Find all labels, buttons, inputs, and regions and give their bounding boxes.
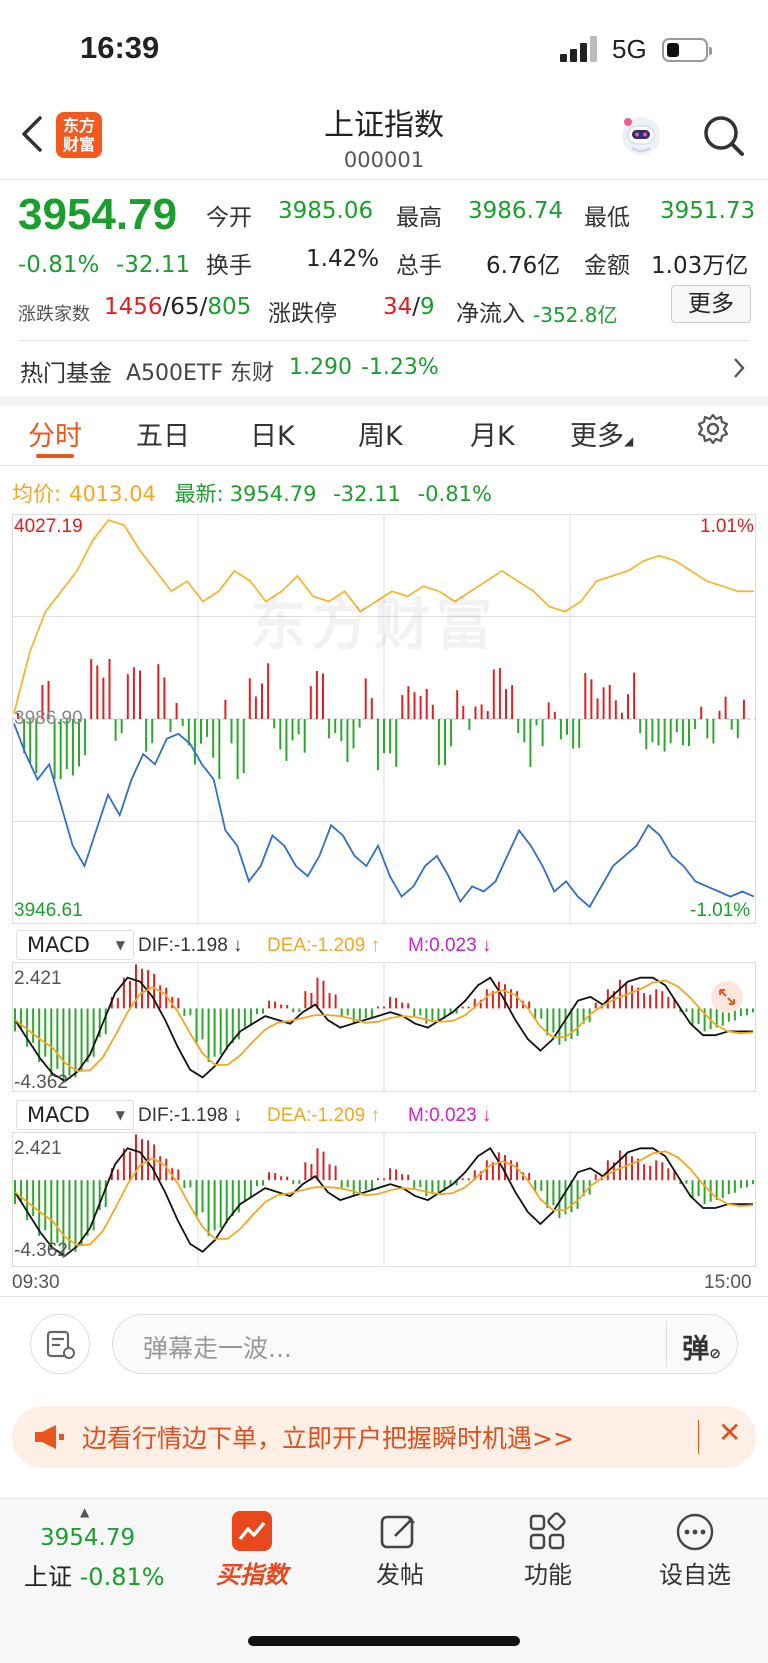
nav-post[interactable]: 发帖 — [376, 1561, 424, 1589]
index-price: 3954.79 — [40, 1525, 136, 1551]
inflow-value: -352.8亿 — [533, 303, 618, 327]
more-dots-icon — [674, 1511, 716, 1557]
network-type: 5G — [612, 34, 647, 64]
hot-fund-name: A500ETF 东财 — [126, 361, 275, 386]
hot-fund-row[interactable]: 热门基金 A500ETF 东财 1.290 -1.23% — [0, 342, 768, 394]
intraday-chart[interactable] — [12, 514, 756, 924]
danmu-input[interactable]: 弹幕走一波... 弹⊘ — [112, 1314, 738, 1374]
stat-label: 最高 — [396, 205, 442, 231]
nav-functions[interactable]: 功能 — [524, 1561, 572, 1589]
limit-counts: 34/9 — [383, 294, 435, 320]
series-line-均价 — [13, 519, 754, 714]
macd-dif: DIF:-1.198 ↓ — [138, 1105, 243, 1126]
series-line-最新 — [13, 723, 755, 909]
macd-indicator-select-1[interactable]: MACD ▼ — [16, 930, 134, 960]
price-mid-label: 3986.90 — [14, 708, 83, 729]
macd-dea-line — [14, 979, 754, 1073]
tab-daily-k[interactable]: 日K — [250, 421, 295, 452]
volume-value: 6.76亿 — [486, 253, 561, 279]
change-percent: -0.81% — [18, 252, 100, 278]
grid-icon — [526, 1511, 568, 1557]
index-mini[interactable]: 上证 -0.81% — [24, 1563, 165, 1591]
stat-label: 总手 — [396, 253, 442, 279]
nav-watchlist[interactable]: 设自选 — [659, 1561, 731, 1589]
macd-dea-line — [14, 1150, 754, 1247]
page-title: 上证指数 — [324, 108, 444, 143]
stat-label: 金额 — [584, 253, 630, 279]
breadth-label: 涨跌家数 — [18, 304, 90, 325]
stat-label: 今开 — [206, 205, 252, 231]
brand-logo: 东方财富 — [56, 112, 102, 158]
compose-icon — [378, 1511, 420, 1557]
price-bottom-label: 3946.61 — [14, 900, 83, 921]
macd-top-label: 2.421 — [14, 968, 62, 989]
macd-m: M:0.023 ↓ — [408, 935, 492, 956]
hot-fund-price: 1.290 — [289, 355, 352, 380]
hot-fund-change: -1.23% — [361, 355, 439, 380]
current-price: 3954.79 — [18, 190, 178, 239]
expand-icon[interactable] — [710, 980, 744, 1018]
macd-indicator-select-2[interactable]: MACD ▼ — [16, 1100, 134, 1130]
macd-chart-1[interactable] — [12, 962, 756, 1092]
watermark: 东方财富 — [250, 593, 498, 658]
danmu-list-icon[interactable] — [30, 1314, 90, 1374]
pct-bottom-label: -1.01% — [690, 900, 751, 921]
promo-text: 边看行情边下单，立即开户把握瞬时机遇>> — [82, 1424, 574, 1453]
low-value: 3951.73 — [660, 198, 756, 224]
time-end-label: 15:00 — [704, 1272, 752, 1293]
buy-index-icon — [232, 1511, 272, 1551]
limit-label: 涨跌停 — [268, 301, 337, 327]
back-icon[interactable] — [18, 112, 48, 156]
close-icon[interactable]: ✕ — [718, 1416, 742, 1449]
time-start-label: 09:30 — [12, 1272, 60, 1293]
stat-label: 最低 — [584, 205, 630, 231]
battery-icon — [662, 38, 712, 62]
danmu-placeholder: 弹幕走一波... — [143, 1334, 292, 1363]
caret-up-icon: ▲ — [80, 1505, 90, 1519]
macd-bottom-label: -4.362 — [14, 1240, 68, 1261]
hot-fund-label: 热门基金 — [20, 361, 112, 387]
tab-five-day[interactable]: 五日 — [136, 421, 190, 452]
promo-banner[interactable]: 边看行情边下单，立即开户把握瞬时机遇>> ✕ — [12, 1406, 756, 1468]
open-value: 3985.06 — [278, 198, 374, 224]
macd-dea: DEA:-1.209 ↑ — [267, 1105, 381, 1126]
price-top-label: 4027.19 — [14, 516, 83, 537]
chart-header: 均价: 4013.04 最新: 3954.79 -32.11 -0.81% — [12, 482, 492, 506]
bottom-nav: ▲ 3954.79 上证 -0.81% 买指数 发帖 功能 设自选 — [0, 1498, 768, 1663]
macd-top-label: 2.421 — [14, 1138, 62, 1159]
turnover-value: 1.42% — [306, 246, 380, 272]
breadth-counts: 1456/65/805 — [104, 294, 252, 320]
macd-dea: DEA:-1.209 ↑ — [267, 935, 381, 956]
macd-dif-line — [14, 976, 753, 1083]
amount-value: 1.03万亿 — [651, 253, 749, 279]
nav-buy-index[interactable]: 买指数 — [216, 1561, 288, 1589]
stock-code: 000001 — [343, 148, 425, 172]
high-value: 3986.74 — [468, 198, 564, 224]
chevron-right-icon — [732, 356, 746, 384]
stat-label: 换手 — [206, 253, 252, 279]
macd-chart-2[interactable] — [12, 1132, 756, 1267]
search-icon[interactable] — [700, 112, 748, 160]
macd-dif-line — [14, 1147, 753, 1257]
tab-weekly-k[interactable]: 周K — [358, 421, 403, 452]
robot-assistant-icon[interactable] — [618, 112, 664, 158]
settings-icon[interactable] — [696, 412, 730, 450]
pct-top-label: 1.01% — [700, 516, 754, 537]
more-stats-button[interactable]: 更多 — [671, 285, 751, 323]
signal-icon — [560, 36, 600, 62]
tab-monthly-k[interactable]: 月K — [470, 421, 515, 452]
megaphone-icon — [32, 1422, 66, 1456]
home-indicator — [248, 1636, 520, 1646]
macd-dif: DIF:-1.198 ↓ — [138, 935, 243, 956]
change-amount: -32.11 — [116, 252, 191, 278]
tab-intraday[interactable]: 分时 — [28, 421, 82, 452]
danmu-toggle-icon[interactable]: 弹⊘ — [682, 1334, 721, 1365]
status-time: 16:39 — [80, 30, 160, 65]
macd-m: M:0.023 ↓ — [408, 1105, 492, 1126]
tab-more[interactable]: 更多◢ — [570, 421, 634, 452]
inflow-label: 净流入 — [456, 301, 525, 327]
macd-bottom-label: -4.362 — [14, 1072, 68, 1093]
